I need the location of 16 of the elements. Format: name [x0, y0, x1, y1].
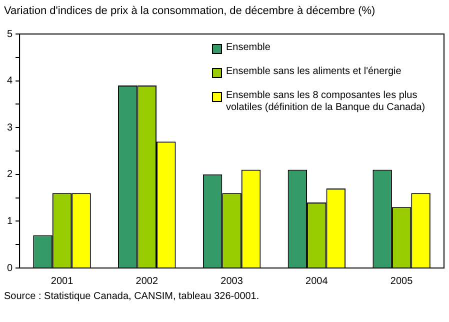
y-tick-label: 0 — [7, 262, 13, 274]
x-tick-label: 2005 — [390, 276, 414, 287]
y-tick-label: 5 — [7, 28, 13, 40]
legend-label: Ensemble — [226, 42, 270, 54]
x-tick-label: 2001 — [50, 276, 74, 287]
y-tick-label: 2 — [7, 169, 13, 180]
x-tick-label: 2003 — [220, 276, 244, 287]
y-tick-label: 1 — [7, 216, 13, 227]
x-tick-label: 2002 — [136, 276, 158, 287]
y-tick-label: 4 — [7, 76, 13, 87]
legend-label: Ensemble sans les aliments et l'énergie — [226, 66, 402, 78]
source-note: Source : Statistique Canada, CANSIM, tableau 326-0001. — [4, 291, 260, 302]
chart-title: Variation d'indices de prix à la consommation, de décembre à décembre (%) — [4, 5, 376, 17]
legend-label: Ensemble sans les 8 composantes les plus volatiles (définition de la Banque du Canada) — [226, 90, 426, 114]
x-tick-label: 2004 — [306, 276, 328, 287]
y-tick-label: 3 — [7, 122, 13, 134]
